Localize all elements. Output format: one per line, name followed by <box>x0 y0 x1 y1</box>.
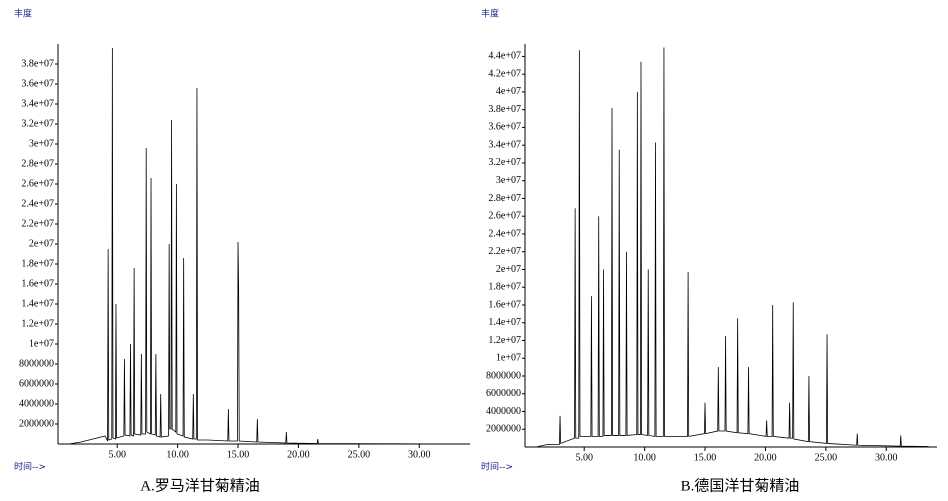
y-tick-label: 1e+07 <box>496 353 521 364</box>
y-tick-label: 4.4e+07 <box>488 51 521 62</box>
y-tick-label: 2.2e+07 <box>21 218 54 229</box>
y-tick-label: 2e+07 <box>496 264 521 275</box>
y-tick-label: 4000000 <box>486 406 521 417</box>
x-tick-label: 10.00 <box>633 452 656 463</box>
y-tick-label: 1.2e+07 <box>21 318 54 329</box>
y-tick-label: 6000000 <box>486 388 521 399</box>
y-tick-label: 3.6e+07 <box>21 78 54 89</box>
y-tick-label: 1.6e+07 <box>21 278 54 289</box>
y-tick-label: 1.2e+07 <box>488 335 521 346</box>
y-tick-label: 1e+07 <box>29 338 54 349</box>
y-tick-label: 2.8e+07 <box>21 158 54 169</box>
y-tick-label: 1.8e+07 <box>488 282 521 293</box>
y-tick-label: 2.8e+07 <box>488 193 521 204</box>
x-axis-label: 时间--> <box>14 461 46 473</box>
y-tick-label: 1.8e+07 <box>21 258 54 269</box>
y-tick-label: 3.2e+07 <box>488 157 521 168</box>
x-tick-label: 20.00 <box>287 449 310 460</box>
x-tick-label: 5.00 <box>108 449 126 460</box>
x-tick-label: 25.00 <box>815 452 838 463</box>
y-tick-label: 4e+07 <box>496 86 521 97</box>
y-tick-label: 1.4e+07 <box>488 317 521 328</box>
y-tick-label: 6000000 <box>19 378 54 389</box>
y-tick-label: 3.8e+07 <box>21 58 54 69</box>
y-tick-label: 3.8e+07 <box>488 104 521 115</box>
chart-caption: A.罗马洋甘菊精油 <box>140 477 260 494</box>
y-tick-label: 2.2e+07 <box>488 246 521 257</box>
y-tick-label: 2.6e+07 <box>488 211 521 222</box>
y-tick-label: 1.6e+07 <box>488 299 521 310</box>
x-tick-label: 25.00 <box>348 449 371 460</box>
y-tick-label: 2e+07 <box>29 238 54 249</box>
y-tick-label: 3.4e+07 <box>488 139 521 150</box>
y-tick-label: 3.4e+07 <box>21 98 54 109</box>
y-tick-label: 8000000 <box>486 370 521 381</box>
y-tick-label: 8000000 <box>19 358 54 369</box>
x-tick-label: 15.00 <box>227 449 250 460</box>
chromatogram-line <box>68 47 456 445</box>
x-tick-label: 20.00 <box>754 452 777 463</box>
x-tick-label: 30.00 <box>875 452 898 463</box>
y-tick-label: 3.2e+07 <box>21 118 54 129</box>
y-axis-label: 丰度 <box>481 8 499 20</box>
y-tick-label: 3e+07 <box>496 175 521 186</box>
x-tick-label: 30.00 <box>408 449 431 460</box>
y-tick-label: 1.4e+07 <box>21 298 54 309</box>
y-tick-label: 3e+07 <box>29 138 54 149</box>
y-tick-label: 2000000 <box>19 418 54 429</box>
y-tick-label: 4.2e+07 <box>488 68 521 79</box>
y-tick-label: 2.4e+07 <box>488 228 521 239</box>
chart-caption: B.德国洋甘菊精油 <box>681 476 800 494</box>
y-tick-label: 2000000 <box>486 424 521 435</box>
x-tick-label: 10.00 <box>166 449 189 460</box>
y-axis-label: 丰度 <box>14 8 32 20</box>
chromatogram-line <box>535 47 929 448</box>
y-tick-label: 3.6e+07 <box>488 122 521 133</box>
y-tick-label: 2.6e+07 <box>21 178 54 189</box>
x-axis-label: 时间--> <box>481 461 513 473</box>
x-tick-label: 15.00 <box>694 452 717 463</box>
x-tick-label: 5.00 <box>575 452 593 463</box>
y-tick-label: 4000000 <box>19 398 54 409</box>
y-tick-label: 2.4e+07 <box>21 198 54 209</box>
